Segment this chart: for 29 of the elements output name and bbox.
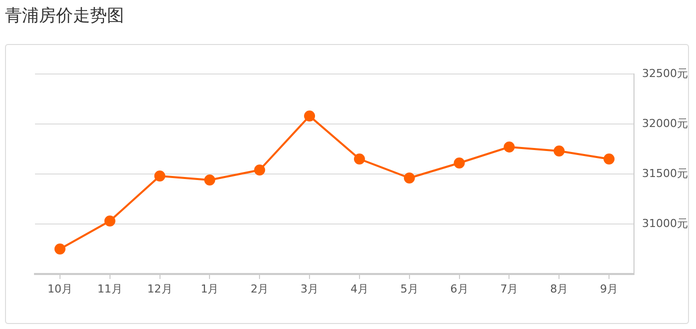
point <box>454 158 465 168</box>
x-tick-label: 7月 <box>500 282 518 296</box>
x-tick-label: 4月 <box>350 282 368 296</box>
y-tick-label: 32500元 <box>642 66 688 80</box>
point <box>404 172 415 184</box>
point <box>254 164 266 176</box>
point <box>304 110 316 122</box>
x-tick-label: 9月 <box>600 282 618 296</box>
point <box>604 154 615 164</box>
x-tick-label: 5月 <box>400 282 418 296</box>
point <box>104 216 116 226</box>
y-tick-label: 32000元 <box>642 116 688 130</box>
x-tick-label: 10月 <box>47 282 72 296</box>
x-tick-label: 11月 <box>97 282 122 296</box>
x-tick-label: 1月 <box>200 282 219 296</box>
point <box>554 146 565 156</box>
y-tick-label: 31000元 <box>642 216 688 230</box>
x-tick-label: 8月 <box>550 282 568 296</box>
x-tick-label: 12月 <box>147 282 172 296</box>
point <box>354 154 365 164</box>
chart-title: 青浦房价走势图 <box>5 5 124 27</box>
x-tick-label: 2月 <box>250 282 269 296</box>
point <box>54 244 66 254</box>
point <box>154 170 166 182</box>
x-tick-label: 6月 <box>450 282 468 296</box>
point <box>504 142 515 152</box>
point <box>204 174 216 186</box>
y-tick-label: 31500元 <box>642 166 688 180</box>
x-tick-label: 3月 <box>300 282 319 296</box>
